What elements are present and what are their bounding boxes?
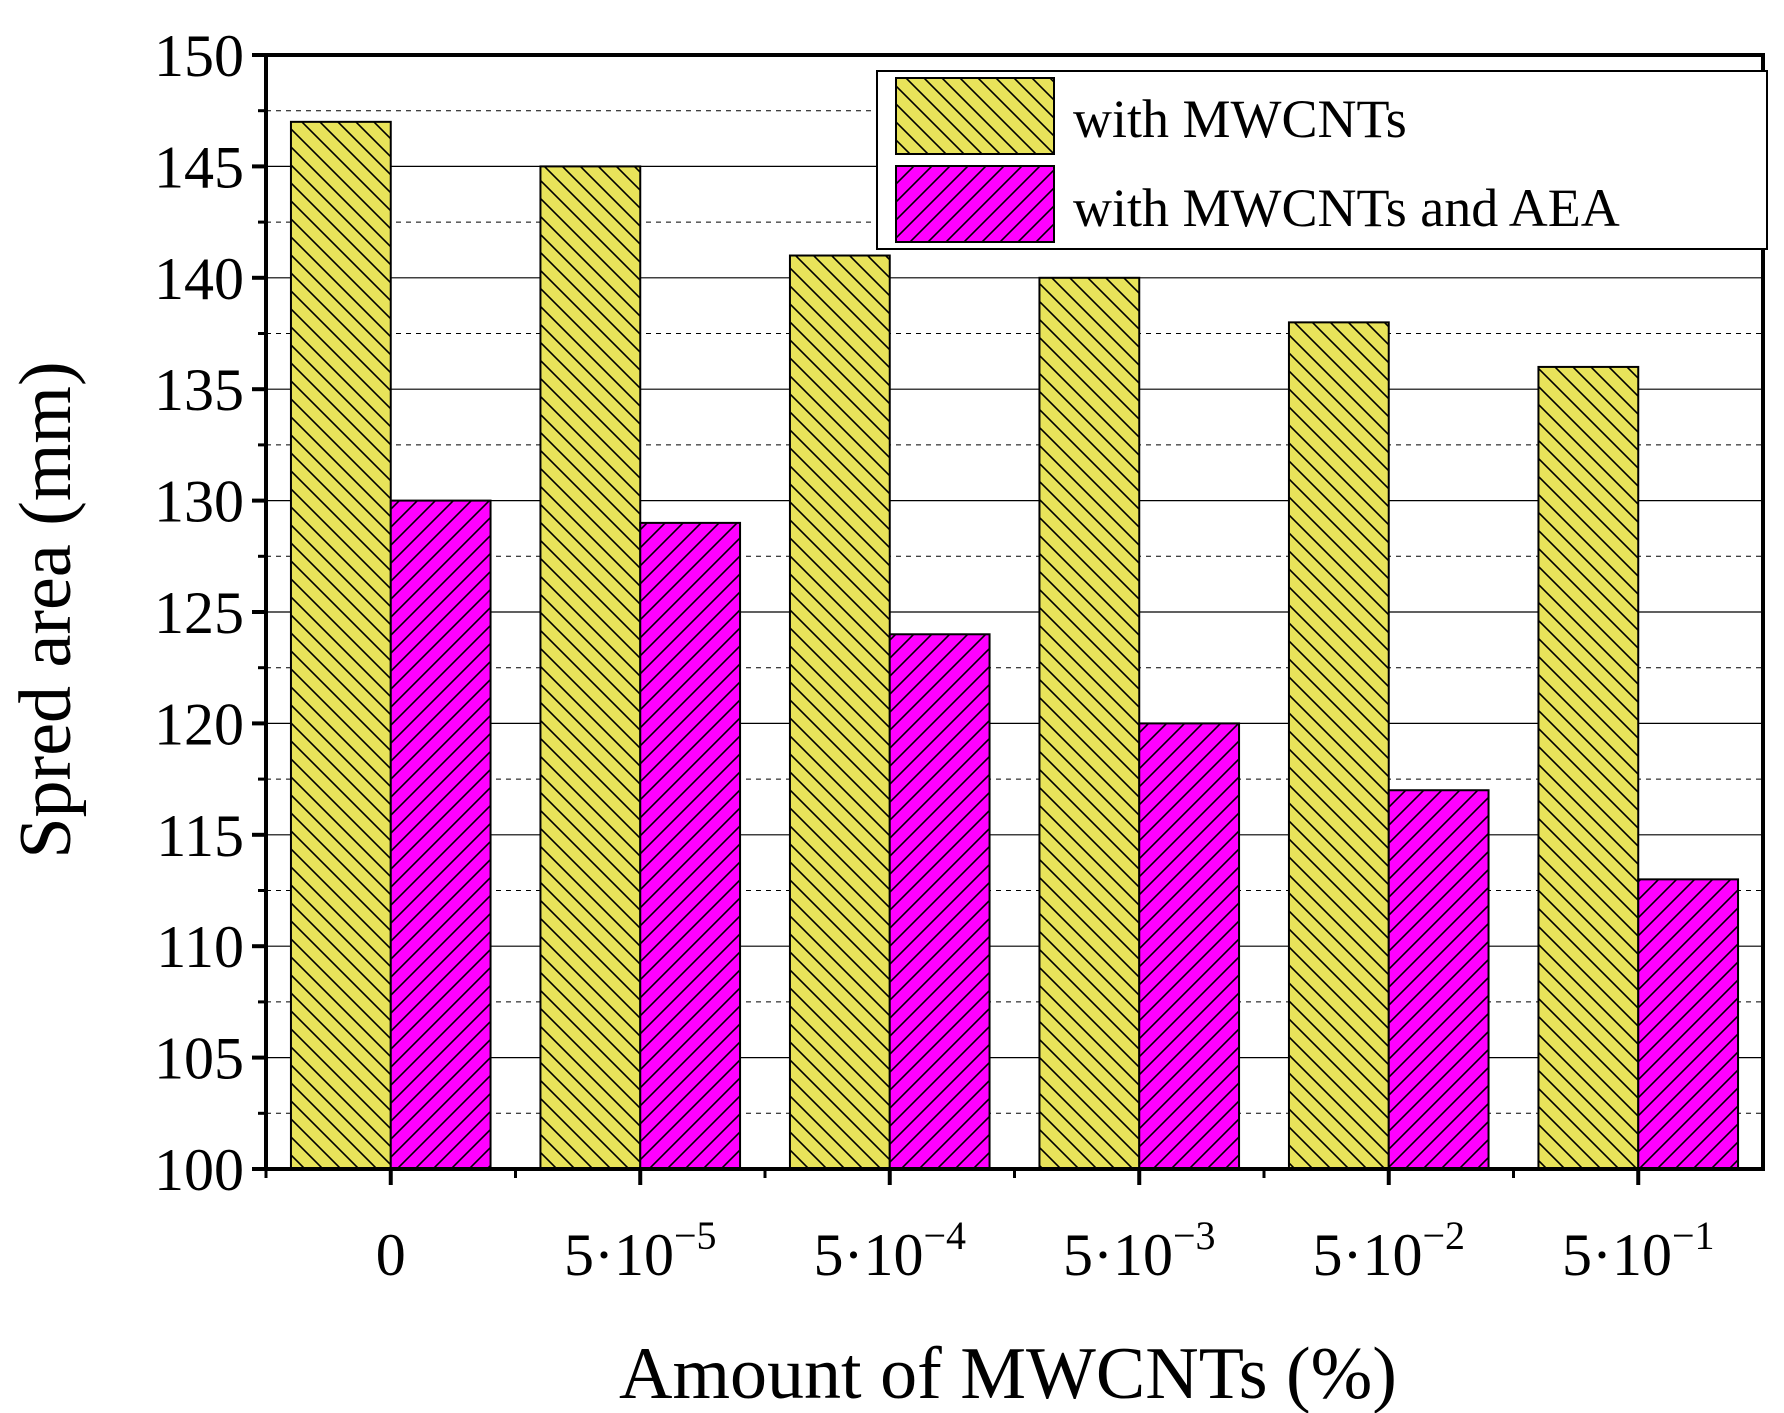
- y-tick-label: 130: [154, 469, 244, 535]
- bar-hatch-with-mwcnts-0: [289, 120, 392, 1171]
- legend: with MWCNTs with MWCNTs and AEA: [876, 70, 1768, 250]
- bar-hatch-with-mwcnts-and-aea-2: [888, 633, 991, 1170]
- x-tick-label: 5·10−2: [1312, 1213, 1465, 1288]
- y-tick-label: 150: [154, 23, 244, 89]
- bar-hatch-with-mwcnts-1: [539, 165, 642, 1170]
- x-axis-title: Amount of MWCNTs (%): [619, 1333, 1397, 1413]
- bar-hatch-with-mwcnts-2: [788, 254, 891, 1170]
- legend-swatch-hatch-with-mwcnts: [895, 77, 1055, 155]
- y-tick-label: 105: [154, 1026, 244, 1092]
- x-tick-label: 5·10−3: [1063, 1213, 1216, 1288]
- legend-label-with-mwcnts-and-aea: with MWCNTs and AEA: [1073, 178, 1620, 238]
- y-tick-label: 110: [156, 914, 244, 980]
- bar-hatch-with-mwcnts-and-aea-1: [639, 521, 742, 1170]
- y-tick-label: 125: [154, 580, 244, 646]
- y-tick-label: 145: [154, 134, 244, 200]
- y-tick-labels: 100 105 110 115 120 125 130 135 140 145 150: [154, 23, 244, 1203]
- bar-hatch-with-mwcnts-5: [1537, 365, 1640, 1171]
- bar-hatch-with-mwcnts-and-aea-5: [1637, 878, 1740, 1170]
- y-tick-label: 140: [154, 246, 244, 312]
- y-tick-label: 120: [154, 691, 244, 757]
- x-tick-label: 5·10−4: [813, 1213, 966, 1288]
- y-tick-label: 135: [154, 357, 244, 423]
- bar-hatch-with-mwcnts-4: [1287, 321, 1390, 1170]
- legend-label-with-mwcnts: with MWCNTs: [1073, 89, 1407, 149]
- y-tick-label: 100: [154, 1137, 244, 1203]
- x-tick-label: 5·10−1: [1562, 1213, 1715, 1288]
- bar-hatch-with-mwcnts-and-aea-4: [1387, 789, 1490, 1170]
- bar-hatch-with-mwcnts-and-aea-0: [389, 499, 492, 1171]
- x-tick-label: 5·10−5: [564, 1213, 717, 1288]
- axis-ticks: [252, 53, 1641, 1185]
- bar-hatch-with-mwcnts-and-aea-3: [1138, 722, 1241, 1171]
- bars: [289, 120, 1740, 1171]
- y-axis-title: Spred area (mm): [5, 361, 87, 858]
- x-tick-label: 0: [376, 1222, 406, 1288]
- y-tick-label: 115: [156, 803, 244, 869]
- x-tick-labels: 0 5·10−5 5·10−4 5·10−3 5·10−2 5·10−1: [376, 1213, 1715, 1288]
- legend-swatch-hatch-with-mwcnts-and-aea: [895, 165, 1055, 243]
- bar-hatch-with-mwcnts-3: [1038, 276, 1141, 1170]
